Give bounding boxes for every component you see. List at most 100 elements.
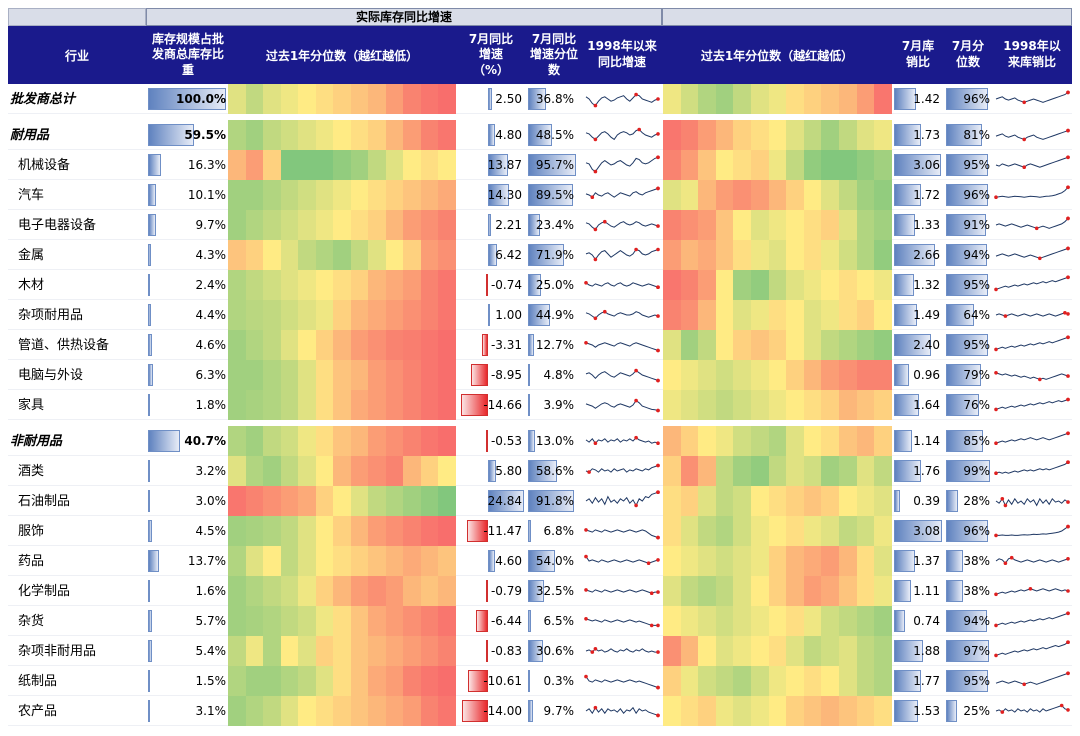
row-16-yoy-pct-value: 32.5% <box>535 584 574 598</box>
row-8-yoy-sparkline-max-marker <box>584 341 588 345</box>
row-20-yoy-sparkline-line <box>585 706 659 716</box>
row-14-divider <box>8 545 1072 546</box>
row-2-heat2-cell-12 <box>874 150 893 180</box>
row-10-heat1-cell-12 <box>438 390 456 420</box>
row-2-heat2-cell-7 <box>786 150 805 180</box>
row-2-heat2-cell-10 <box>839 150 857 180</box>
row-2-ratio-sparkline-last-marker <box>1066 155 1070 160</box>
row-9-yoy-sparkline-last-marker <box>656 378 660 383</box>
header-yoy: 7月同比增速（%） <box>456 26 526 84</box>
row-18-heat1-cell-7 <box>350 636 369 666</box>
row-16-heat1-cell-1 <box>245 576 264 606</box>
row-13-yoy-pct-value: 91.8% <box>535 494 574 508</box>
row-13-yoy-bar <box>488 490 524 512</box>
row-1-divider <box>8 149 1072 150</box>
row-14-heat1-cell-1 <box>245 516 264 546</box>
row-14-yoy-pct-value: 6.8% <box>543 524 575 538</box>
row-10-yoy-sparkline-max-marker <box>634 398 638 403</box>
row-13-industry: 石油制品 <box>18 494 71 509</box>
row-7-heat2-cell-12 <box>874 300 893 330</box>
row-10-divider <box>8 419 1072 420</box>
row-13-ratio-sparkline <box>995 497 1070 508</box>
row-10-heat2-cell-5 <box>751 390 769 420</box>
row-14-yoy-bar <box>466 520 488 542</box>
row-0-heat2-cell-9 <box>821 84 840 114</box>
row-6-heat2-cell-5 <box>751 270 769 300</box>
row-16-heat1-cell-7 <box>350 576 369 606</box>
row-13-heat1-cell-9 <box>385 486 404 516</box>
row-16-ratio-sparkline-min-marker <box>994 592 998 597</box>
row-19-divider <box>8 695 1072 696</box>
row-2-heat1-cell-2 <box>263 150 281 180</box>
row-13-heat2-cell-5 <box>751 486 769 516</box>
row-6-heat2-cell-3 <box>715 270 734 300</box>
row-3-heat1-cell-0 <box>228 180 246 210</box>
header-spark2-label: 1998年以来库销比 <box>1003 39 1061 69</box>
row-10-heat1-cell-6 <box>333 390 351 420</box>
row-20-divider <box>8 725 1072 726</box>
row-12-heat1-cell-4 <box>298 456 316 486</box>
row-7-industry: 杂项耐用品 <box>18 308 84 323</box>
row-10-ratio-sparkline <box>994 397 1070 412</box>
row-18-heat2-cell-12 <box>874 636 893 666</box>
row-11-heat2-cell-12 <box>874 426 893 456</box>
row-0-heat2-cell-4 <box>733 84 752 114</box>
row-12-heat2-cell-3 <box>715 456 734 486</box>
row-14-heat1-cell-7 <box>350 516 369 546</box>
row-6-divider <box>8 299 1072 300</box>
row-3-heat2-cell-1 <box>680 180 699 210</box>
row-12-yoy-pct-value: 58.6% <box>535 464 574 478</box>
row-18-heat2-cell-11 <box>856 636 875 666</box>
row-15-heat1-cell-4 <box>298 546 316 576</box>
row-3-yoy-pct-value: 89.5% <box>535 188 574 202</box>
row-2-heat1-cell-11 <box>420 150 439 180</box>
row-3-heat1-cell-11 <box>420 180 439 210</box>
row-0-yoy-sparkline-max-marker <box>634 92 638 97</box>
row-5-heat1-cell-0 <box>228 240 246 270</box>
row-16-heat2-cell-3 <box>715 576 734 606</box>
row-4-heat2-cell-12 <box>874 210 893 240</box>
row-8-yoy-pct-value: 12.7% <box>535 338 574 352</box>
row-12-heat2-cell-4 <box>733 456 752 486</box>
row-20-heat2-cell-9 <box>821 696 840 726</box>
row-9-heat2-cell-4 <box>733 360 752 390</box>
row-2-ratio-value: 3.06 <box>913 158 940 172</box>
row-13-heat2-cell-7 <box>786 486 805 516</box>
row-3-yoy-pct-bar <box>528 184 573 206</box>
row-0-heat1-cell-2 <box>263 84 281 114</box>
row-1-heat2-cell-7 <box>786 120 805 150</box>
row-17-heat1-cell-1 <box>245 606 264 636</box>
row-4-ratio-pct-bar <box>946 214 987 236</box>
row-15-heat1-cell-9 <box>385 546 404 576</box>
row-15-ratio-pct-bar <box>946 550 963 572</box>
row-16-heat1-cell-8 <box>368 576 386 606</box>
row-16-heat1-cell-5 <box>315 576 334 606</box>
row-7-heat1-cell-11 <box>420 300 439 330</box>
row-2-heat2-cell-5 <box>751 150 769 180</box>
row-15-heat1-cell-1 <box>245 546 264 576</box>
row-12-ratio-bar <box>894 460 922 482</box>
row-14-heat2-cell-11 <box>856 516 875 546</box>
row-19-heat2-cell-7 <box>786 666 805 696</box>
row-16-heat1-cell-10 <box>403 576 421 606</box>
row-17-heat2-cell-6 <box>768 606 787 636</box>
row-0-share-bar <box>148 88 226 110</box>
row-8-heat2-cell-12 <box>874 330 893 360</box>
row-15-yoy-sparkline-last-marker <box>656 558 660 562</box>
row-1-heat2-cell-4 <box>733 120 752 150</box>
row-15-ratio-value: 1.37 <box>913 554 940 568</box>
row-13-heat1-cell-0 <box>228 486 246 516</box>
row-16-yoy-sparkline-max-marker <box>584 588 588 592</box>
row-12-heat2-cell-0 <box>663 456 681 486</box>
row-1-heat1-cell-10 <box>403 120 421 150</box>
row-15-ratio-sparkline <box>995 555 1070 565</box>
header-industry: 行业 <box>8 26 146 84</box>
row-11-ratio-bar <box>894 430 912 452</box>
row-9-yoy-sparkline-max-marker <box>634 368 638 373</box>
row-7-yoy-value: 1.00 <box>495 308 522 322</box>
row-12-heat1-cell-6 <box>333 456 351 486</box>
row-13-heat2-cell-11 <box>856 486 875 516</box>
row-17-ratio-pct-value: 94% <box>963 614 990 628</box>
row-14-heat2-cell-7 <box>786 516 805 546</box>
row-17-heat2-cell-9 <box>821 606 840 636</box>
